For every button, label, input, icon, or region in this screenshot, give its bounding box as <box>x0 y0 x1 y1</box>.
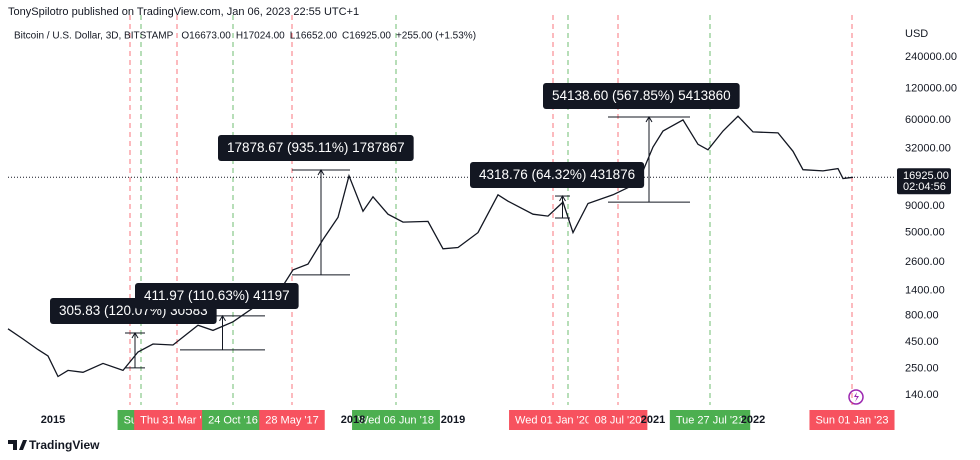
date-label: 28 May '17 <box>265 414 318 426</box>
x-tick-label: 2021 <box>641 414 665 426</box>
tradingview-logo <box>8 440 27 450</box>
date-label: 24 Oct '16 <box>208 414 258 426</box>
measure-arrow <box>219 314 226 322</box>
last-price-box <box>897 168 951 195</box>
date-label-box <box>509 410 597 430</box>
footer-brand: TradingView <box>29 438 100 452</box>
y-tick-label: 2600.00 <box>905 256 945 268</box>
y-tick-label: 120000.00 <box>905 82 957 94</box>
y-axis-unit: USD <box>905 28 928 40</box>
last-price-label: 16925.00 <box>903 170 949 182</box>
alert-icon[interactable] <box>848 389 864 405</box>
markers-layer <box>129 15 853 405</box>
measure-box <box>470 162 645 188</box>
x-tick-label: 2018 <box>341 414 365 426</box>
x-tick-label: 2019 <box>441 414 465 426</box>
y-tick-label: 140.00 <box>905 389 939 401</box>
date-label-box <box>809 410 895 430</box>
measure-label: 54138.60 (567.85%) 5413860 <box>552 88 731 103</box>
y-tick-label: 800.00 <box>905 310 939 322</box>
y-tick-label: 1400.00 <box>905 284 945 296</box>
x-tick-label: 2015 <box>41 414 65 426</box>
date-label-box <box>202 410 264 430</box>
measure-box <box>543 83 740 109</box>
date-label-box <box>588 410 648 430</box>
date-label: Wed 06 Jun '18 <box>358 414 434 426</box>
date-label: Sun 01 Jan '23 <box>815 414 888 426</box>
measure-arrow <box>131 331 139 339</box>
date-label: Thu 31 Mar '16 <box>140 414 214 426</box>
y-tick-label: 240000.00 <box>905 51 957 63</box>
y-tick-label: 250.00 <box>905 362 939 374</box>
date-label-box <box>259 410 325 430</box>
ohlc-value: O16673.00 <box>181 31 231 42</box>
date-label: Wed 01 Jan '20 <box>515 414 591 426</box>
y-tick-label: 5000.00 <box>905 227 945 239</box>
measure-label: 411.97 (110.63%) 41197 <box>144 288 290 303</box>
measure-arrow <box>317 168 325 176</box>
y-tick-label: 60000.00 <box>905 114 951 126</box>
measure-arrow <box>559 195 566 202</box>
measure-label: 17878.67 (935.11%) 1787867 <box>227 140 405 155</box>
y-tick-label: 450.00 <box>905 336 939 348</box>
plot-layer <box>7 115 895 378</box>
countdown-label: 02:04:56 <box>903 181 946 193</box>
publish-header: TonySpilotro published on TradingView.co… <box>8 6 359 18</box>
y-tick-label: 32000.00 <box>905 142 951 154</box>
ohlc-value: C16925.00 <box>342 31 391 42</box>
date-label-box <box>352 410 440 430</box>
date-label-box <box>669 410 751 430</box>
symbol-info: Bitcoin / U.S. Dollar, 3D, BITSTAMP <box>14 31 174 42</box>
date-label-box <box>134 410 220 430</box>
measure-box <box>135 283 299 309</box>
date-label: 08 Jul '20 <box>595 414 642 426</box>
date-label: Tue 27 Jul '21 <box>676 414 744 426</box>
measure-label: 4318.76 (64.32%) 431876 <box>479 167 635 182</box>
y-tick-label: 9000.00 <box>905 200 945 212</box>
ohlc-value: +255.00 (+1.53%) <box>396 31 476 42</box>
ohlc-value: L16652.00 <box>290 31 338 42</box>
ohlc-value: H17024.00 <box>236 31 285 42</box>
measure-box <box>218 135 414 161</box>
measure-arrow <box>645 115 653 123</box>
x-tick-label: 2022 <box>741 414 765 426</box>
